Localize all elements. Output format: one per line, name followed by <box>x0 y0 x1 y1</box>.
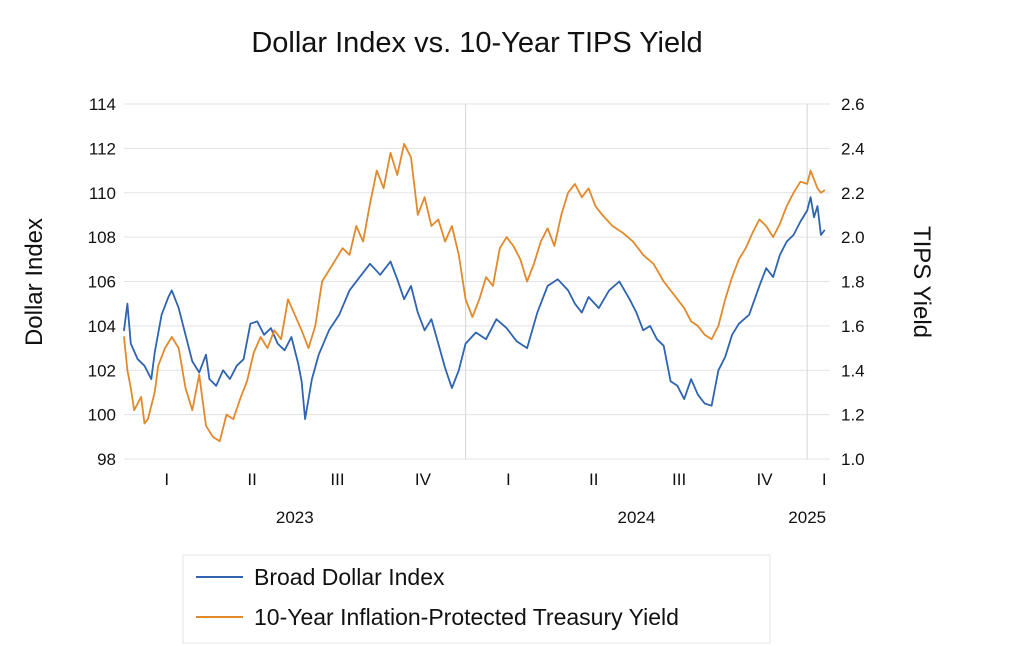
left-axis-title: Dollar Index <box>21 218 48 346</box>
quarter-label: II <box>247 470 256 489</box>
left-tick-label: 108 <box>88 228 116 247</box>
series-line-broad-dollar-index <box>123 196 826 421</box>
left-axis-ticks: 98 100 102 104 106 108 110 112 114 <box>88 95 116 469</box>
quarter-label: I <box>822 470 827 489</box>
year-label: 2023 <box>276 508 314 527</box>
gridlines <box>124 103 830 460</box>
right-tick-label: 1.4 <box>841 361 865 380</box>
quarter-label: III <box>672 470 686 489</box>
quarter-label: IV <box>756 470 773 489</box>
series-lines <box>123 142 826 443</box>
right-tick-label: 2.0 <box>841 228 865 247</box>
legend-label-tips-yield: 10-Year Inflation-Protected Treasury Yie… <box>254 604 679 630</box>
left-tick-label: 98 <box>97 450 116 469</box>
right-axis-title: TIPS Yield <box>908 226 935 338</box>
series-line-tips-yield <box>123 142 826 443</box>
quarter-label: II <box>589 470 598 489</box>
year-label: 2025 <box>788 508 826 527</box>
legend-label-broad-dollar-index: Broad Dollar Index <box>254 564 445 590</box>
chart-title: Dollar Index vs. 10-Year TIPS Yield <box>251 27 702 59</box>
quarter-labels: I II III IV I II III IV I <box>164 470 826 489</box>
right-axis-ticks: 1.0 1.2 1.4 1.6 1.8 2.0 2.2 2.4 2.6 <box>841 95 865 469</box>
left-tick-label: 102 <box>88 361 116 380</box>
right-tick-label: 1.6 <box>841 317 865 336</box>
right-tick-label: 1.2 <box>841 406 865 425</box>
quarter-label: I <box>506 470 511 489</box>
right-tick-label: 2.2 <box>841 184 865 203</box>
left-tick-label: 112 <box>89 139 116 158</box>
year-dividers <box>465 104 808 459</box>
quarter-label: IV <box>415 470 432 489</box>
left-tick-label: 104 <box>88 317 116 336</box>
right-tick-label: 1.8 <box>841 273 865 292</box>
quarter-label: III <box>330 470 344 489</box>
left-tick-label: 114 <box>89 95 116 114</box>
legend-box <box>182 554 771 644</box>
left-tick-label: 100 <box>88 406 116 425</box>
right-tick-label: 2.4 <box>841 139 865 158</box>
year-label: 2024 <box>617 508 655 527</box>
left-tick-label: 106 <box>88 273 116 292</box>
right-tick-label: 1.0 <box>841 450 865 469</box>
legend: Broad Dollar Index 10-Year Inflation-Pro… <box>182 554 771 644</box>
right-tick-label: 2.6 <box>841 95 865 114</box>
year-labels: 2023 2024 2025 <box>276 508 826 527</box>
quarter-label: I <box>164 470 169 489</box>
left-tick-label: 110 <box>89 184 116 203</box>
